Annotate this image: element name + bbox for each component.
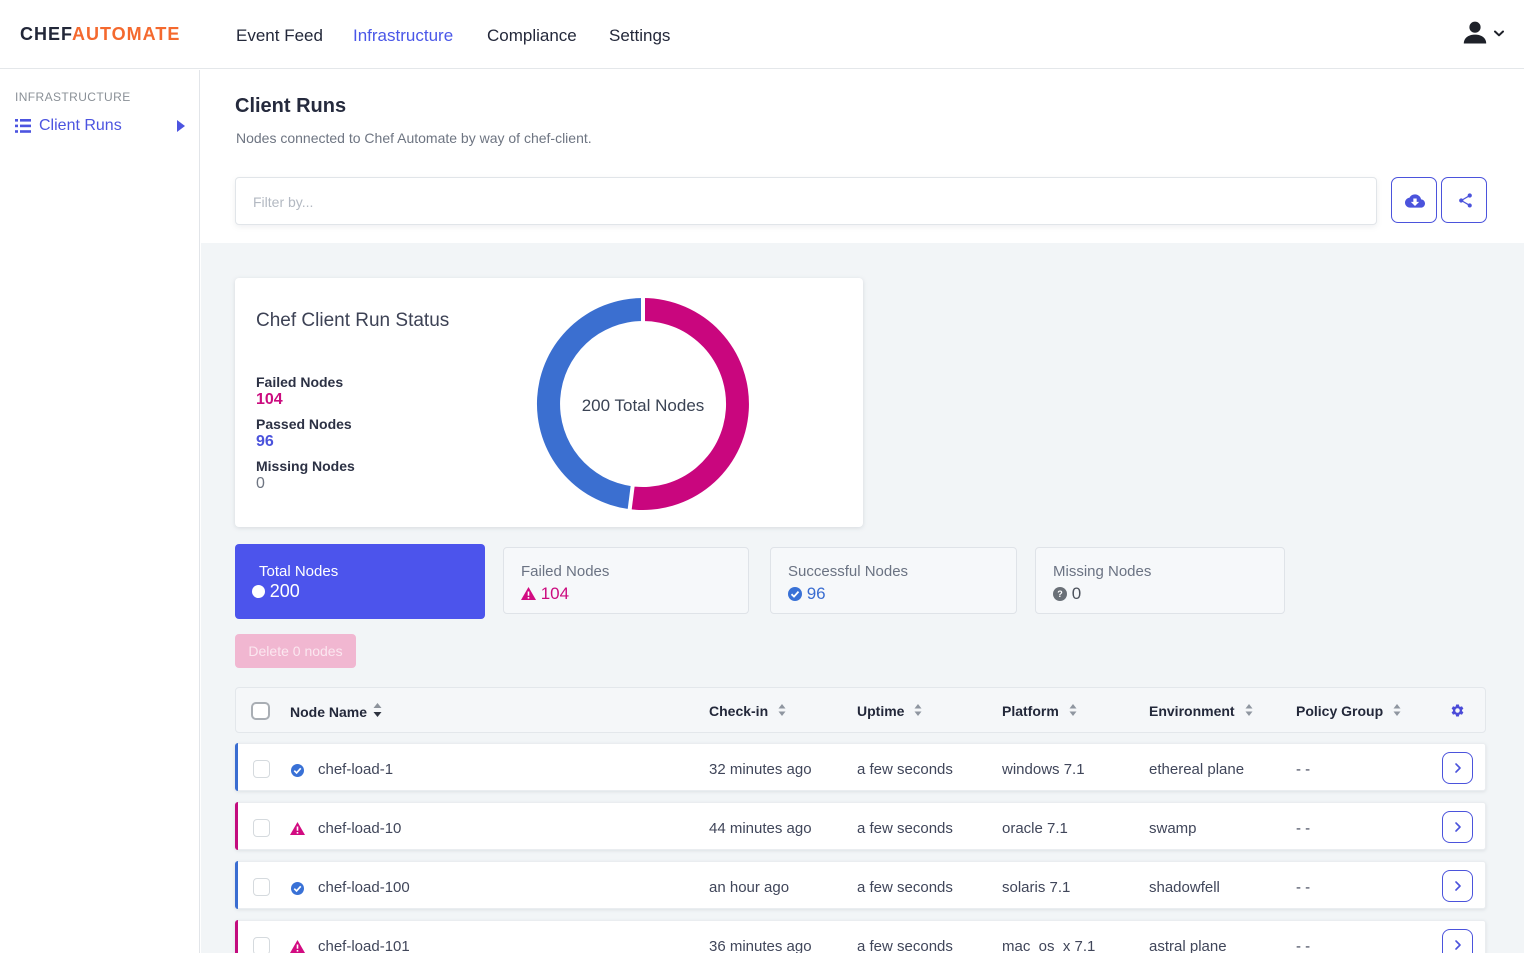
svg-text:?: ?	[1057, 589, 1063, 599]
